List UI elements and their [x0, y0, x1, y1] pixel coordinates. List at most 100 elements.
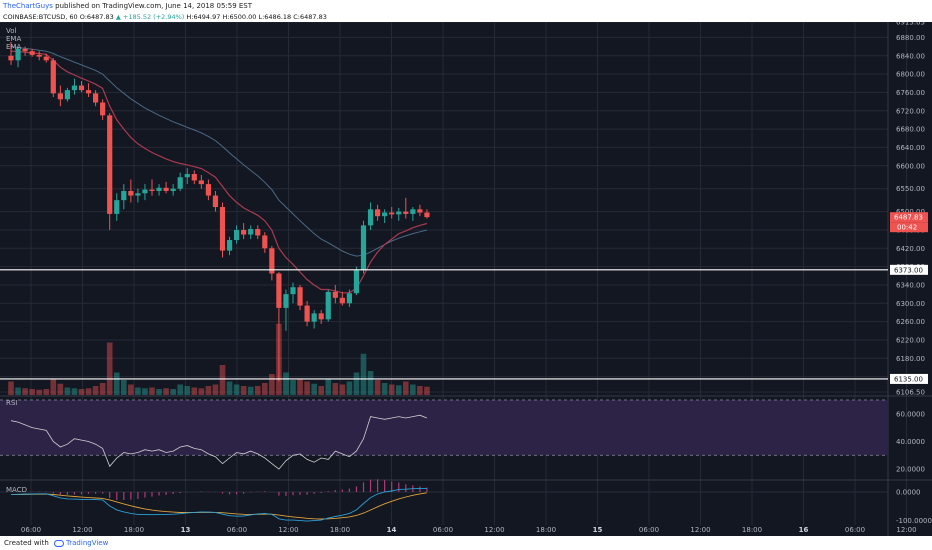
time-axis-label: 15	[593, 526, 603, 534]
candle-body	[64, 90, 70, 100]
price-axis-label: 6760.00	[896, 89, 925, 97]
candle-body	[311, 313, 317, 322]
rsi-label: RSI	[6, 399, 17, 407]
footer: Created with TradingView	[0, 536, 932, 550]
volume-bar	[304, 381, 310, 395]
candle	[410, 207, 416, 221]
author-link[interactable]: TheChartGuys	[3, 2, 53, 10]
candle	[128, 179, 134, 203]
candle	[184, 168, 190, 185]
price-chart[interactable]: 60.0000 40.0000 20.0000 0.0000 -100.0000 69…	[0, 22, 932, 536]
volume-bar	[367, 371, 374, 395]
price-axis[interactable]: 6913.63 6880.00 6840.00 6800.00 6760.00 6720.…	[890, 22, 928, 397]
horizontal-levels[interactable]	[0, 269, 888, 380]
price-axis-label: 6500.00	[896, 208, 925, 216]
volume-bar	[163, 388, 169, 395]
volume-bar	[417, 386, 423, 395]
time-axis-label: 06:00	[21, 526, 41, 534]
candle-body	[8, 55, 14, 61]
candle-body	[276, 273, 282, 308]
volume-bars	[8, 323, 430, 395]
time-axis[interactable]: 06:00 12:00 18:00 13 06:00 12:00 18:00 14 06:00 1…	[21, 526, 917, 534]
price-axis-label: 6640.00	[896, 144, 925, 152]
candle	[100, 99, 106, 120]
candle	[121, 184, 127, 210]
candle-body	[170, 188, 176, 191]
candle	[22, 46, 28, 56]
candle-body	[191, 174, 197, 181]
candle-body	[100, 102, 106, 116]
volume-bar	[142, 388, 148, 395]
candle	[424, 209, 430, 219]
rsi-axis-label: 60.0000	[896, 410, 925, 418]
volume-bar	[71, 388, 78, 395]
candle	[269, 245, 275, 281]
candle-body	[389, 212, 395, 215]
candle-body	[22, 48, 28, 52]
candle-body	[29, 51, 35, 55]
tradingview-link[interactable]: TradingView	[66, 539, 109, 547]
candle	[78, 80, 85, 93]
candle-body	[367, 209, 374, 226]
volume-bar	[8, 381, 14, 395]
candle-body	[410, 209, 416, 214]
volume-bar	[262, 383, 268, 395]
candle-body	[142, 189, 148, 194]
candle	[382, 209, 388, 224]
volume-bar	[50, 378, 57, 395]
candle	[8, 42, 14, 65]
candle-body	[346, 293, 352, 304]
candle	[339, 291, 345, 306]
candle-body	[375, 209, 381, 217]
rsi-panel: 60.0000 40.0000 20.0000	[0, 399, 925, 474]
volume-bar	[149, 387, 155, 395]
price-axis-label: 6106.50	[896, 389, 925, 397]
volume-bar	[99, 383, 106, 395]
candle	[170, 184, 176, 196]
price-axis-label: 6913.63	[896, 22, 925, 27]
candle-body	[177, 177, 183, 189]
price-change: ▲ +185.52 (+2.94%)	[115, 13, 185, 21]
candle	[212, 190, 219, 212]
candle	[325, 289, 331, 322]
price-axis-label: 6300.00	[896, 300, 925, 308]
volume-bar	[254, 386, 261, 395]
candle-body	[212, 195, 219, 208]
candle-body	[78, 85, 85, 91]
time-axis-label: 18:00	[536, 526, 556, 534]
volume-bar	[170, 389, 176, 395]
candle	[262, 232, 268, 253]
candle	[107, 113, 113, 230]
level-tag	[890, 373, 928, 384]
candle	[248, 225, 254, 240]
candle	[149, 179, 155, 196]
price-axis-label: 6840.00	[896, 52, 925, 60]
volume-bar	[403, 381, 409, 395]
time-axis-label: 18:00	[742, 526, 762, 534]
volume-bar	[247, 386, 254, 395]
time-axis-label: 06:00	[845, 526, 865, 534]
candle	[389, 207, 395, 219]
volume-bar	[212, 384, 219, 395]
candle-body	[121, 190, 127, 201]
candle-body	[248, 229, 254, 235]
candle	[311, 310, 317, 329]
candle	[332, 284, 338, 304]
candle-body	[15, 48, 21, 61]
time-axis-label: 13	[181, 526, 191, 534]
time-axis-label: 16	[799, 526, 809, 534]
candle-body	[107, 115, 113, 214]
price-axis-label: 6600.00	[896, 162, 925, 170]
legend-ema-1: EMA	[6, 35, 21, 43]
created-with-text: Created with	[4, 539, 49, 547]
publish-bar: TheChartGuys published on TradingView.co…	[0, 0, 932, 12]
price-axis-label: 6180.00	[896, 355, 925, 363]
candle-body	[424, 212, 430, 218]
macd-signal-line	[10, 492, 427, 520]
volume-bar	[360, 353, 367, 395]
candle-body	[339, 297, 345, 304]
candle-body	[403, 211, 409, 214]
price-axis-label: 6720.00	[896, 107, 925, 115]
volume-bar	[92, 386, 99, 395]
last-price-tag	[890, 212, 928, 223]
